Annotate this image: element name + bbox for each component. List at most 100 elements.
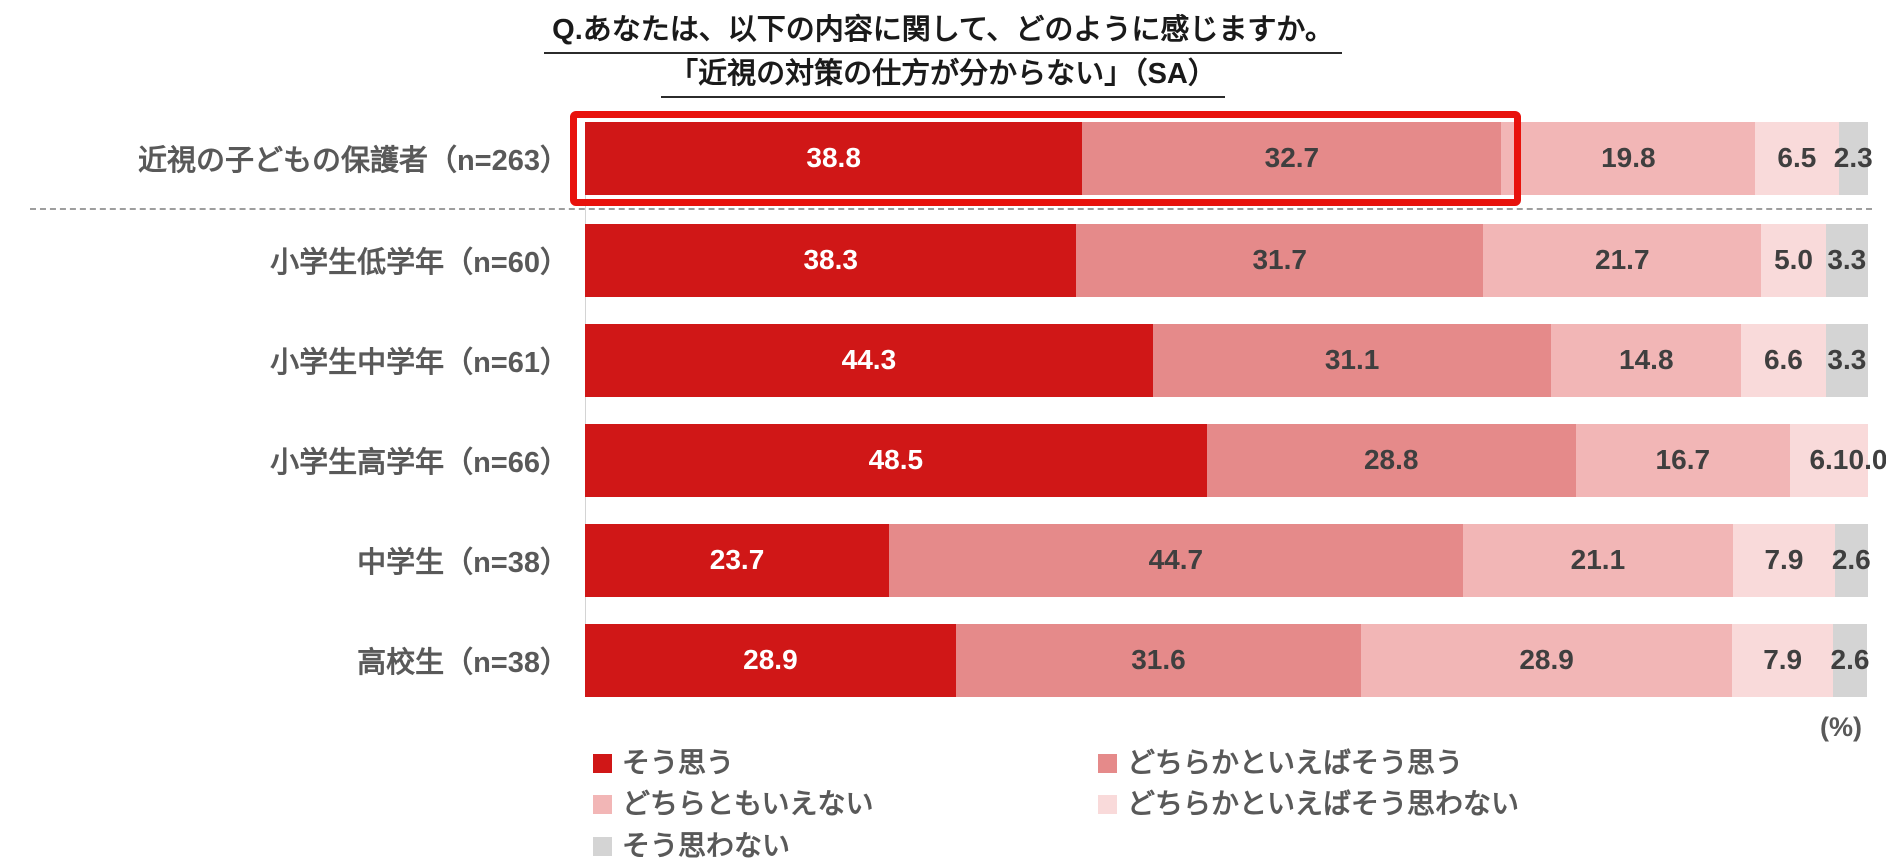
bar-segment: 31.6: [955, 623, 1362, 697]
bar-segment: 3.3: [1825, 223, 1868, 297]
bar-segment: 2.6: [1831, 523, 1871, 597]
bar-segment: 2.6: [1831, 623, 1869, 697]
value-label: 16.7: [1655, 444, 1711, 476]
chart-legend: そう思う どちらかといえばそう思う どちらともいえない どちらかといえばそう思わないそ…: [593, 745, 1886, 864]
bar-segment: 21.1: [1462, 523, 1734, 597]
stacked-bar: 28.9 31.6 28.9 7.9 2.6: [585, 623, 1869, 697]
value-label: 23.7: [709, 544, 765, 576]
value-label: 44.3: [841, 344, 897, 376]
value-label: 6.5: [1777, 142, 1817, 174]
chart-row: 近視の子どもの保護者（n=263） 38.8 32.7 19.8 6.5 2.3: [0, 108, 1886, 208]
value-label: 5.0: [1774, 244, 1814, 276]
category-label: 小学生高学年（n=66）: [270, 447, 569, 480]
legend-item: どちらかといえばそう思う: [1098, 745, 1886, 781]
stacked-bar-chart: 近視の子どもの保護者（n=263） 38.8 32.7 19.8 6.5 2.3 小学生低学…: [0, 108, 1886, 710]
bar-wrap: 48.5 28.8 16.7 6.1 0.0: [585, 423, 1886, 497]
legend-item: そう思う: [593, 745, 1098, 781]
bar-segment: 5.0: [1761, 223, 1826, 297]
y-axis-line: [585, 122, 586, 697]
legend-swatch-icon: [593, 836, 612, 856]
chart-row: 小学生低学年（n=60） 38.3 31.7 21.7 5.0 3.3: [0, 210, 1886, 310]
bar-wrap: 28.9 31.6 28.9 7.9 2.6: [585, 623, 1869, 697]
bar-segment: 23.7: [585, 523, 890, 597]
value-label: 6.6: [1763, 344, 1803, 376]
legend-swatch-icon: [1098, 753, 1117, 773]
value-label: 7.9: [1764, 544, 1804, 576]
chart-title: Q.あなたは、以下の内容に関して、どのように感じますか。 「近視の対策の仕方が分…: [0, 0, 1886, 99]
category-label: 近視の子どもの保護者（n=263）: [137, 145, 569, 178]
bar-segment: 48.5: [585, 423, 1207, 497]
value-label: 32.7: [1264, 142, 1320, 174]
legend-item: どちらともいえない: [593, 786, 1098, 822]
chart-title-line2: 「近視の対策の仕方が分からない」（SA）: [661, 54, 1225, 99]
bar-segment: 31.7: [1076, 223, 1484, 297]
value-label: 21.1: [1570, 544, 1626, 576]
chart-row: 小学生高学年（n=66） 48.5 28.8 16.7 6.1 0.0: [0, 410, 1886, 510]
bar-wrap: 44.3 31.1 14.8 6.6 3.3: [585, 323, 1868, 397]
legend-swatch-icon: [1098, 795, 1117, 815]
chart-row: 小学生中学年（n=61） 44.3 31.1 14.8 6.6 3.3: [0, 310, 1886, 410]
value-label: 38.8: [806, 142, 861, 174]
bar-segment: 32.7: [1082, 121, 1502, 195]
bar-segment: 7.9: [1731, 623, 1834, 697]
chart-row: 中学生（n=38） 23.7 44.7 21.1 7.9 2.6: [0, 510, 1886, 610]
stacked-bar: 48.5 28.8 16.7 6.1 0.0: [585, 423, 1886, 497]
stacked-bar: 38.8 32.7 19.8 6.5 2.3: [585, 121, 1873, 195]
bar-segment: 6.1: [1789, 423, 1868, 497]
legend-label: どちらかといえばそう思う: [1127, 747, 1464, 779]
bar-segment: 44.3: [585, 323, 1153, 397]
bar-segment: 28.9: [585, 623, 956, 697]
legend-item: そう思わない: [593, 828, 1098, 864]
bar-segment: 3.3: [1825, 323, 1868, 397]
stacked-bar: 38.3 31.7 21.7 5.0 3.3: [585, 223, 1868, 297]
bar-segment: 28.9: [1361, 623, 1732, 697]
bar-segment: 6.6: [1741, 323, 1826, 397]
legend-item: どちらかといえばそう思わない: [1098, 786, 1886, 822]
value-label: 7.9: [1763, 644, 1803, 676]
value-label: 0.0: [1848, 444, 1886, 476]
value-label: 21.7: [1595, 244, 1650, 276]
bar-segment: 16.7: [1575, 423, 1790, 497]
legend-swatch-icon: [593, 753, 612, 773]
value-label: 6.1: [1809, 444, 1849, 476]
unit-label: (%): [1820, 712, 1862, 743]
legend-swatch-icon: [593, 795, 612, 815]
bar-segment: 7.9: [1733, 523, 1835, 597]
bar-segment: 21.7: [1483, 223, 1762, 297]
bar-segment: 44.7: [889, 523, 1463, 597]
category-label: 高校生（n=38）: [357, 647, 569, 680]
value-label: 28.9: [1519, 644, 1574, 676]
chart-title-line1: Q.あなたは、以下の内容に関して、どのように感じますか。: [544, 10, 1342, 55]
value-label: 28.9: [743, 644, 798, 676]
bar-wrap: 38.3 31.7 21.7 5.0 3.3: [585, 223, 1868, 297]
value-label: 3.3: [1827, 244, 1867, 276]
value-label: 31.7: [1252, 244, 1307, 276]
bar-segment: 2.3: [1834, 121, 1873, 195]
bar-segment: 28.8: [1206, 423, 1576, 497]
bar-segment: 38.8: [585, 121, 1083, 195]
value-label: 38.3: [803, 244, 858, 276]
bar-segment: 19.8: [1501, 121, 1756, 195]
bar-segment: 38.3: [585, 223, 1077, 297]
legend-label: どちらかといえばそう思わない: [1127, 788, 1520, 820]
value-label: 2.6: [1831, 544, 1871, 576]
bar-segment: 6.5: [1755, 121, 1839, 195]
category-label: 小学生中学年（n=61）: [270, 347, 569, 380]
value-label: 14.8: [1619, 344, 1674, 376]
value-label: 3.3: [1827, 344, 1867, 376]
value-label: 44.7: [1148, 544, 1204, 576]
category-label: 中学生（n=38）: [357, 547, 569, 580]
legend-label: そう思う: [622, 747, 735, 779]
category-label: 小学生低学年（n=60）: [270, 247, 569, 280]
chart-row: 高校生（n=38） 28.9 31.6 28.9 7.9 2.6: [0, 610, 1886, 710]
bar-wrap: 23.7 44.7 21.1 7.9 2.6: [585, 523, 1871, 597]
legend-label: そう思わない: [622, 829, 791, 861]
bar-segment: 31.1: [1152, 323, 1552, 397]
bar-wrap: 38.8 32.7 19.8 6.5 2.3: [570, 110, 1873, 206]
value-label: 19.8: [1601, 142, 1656, 174]
value-label: 31.1: [1324, 344, 1380, 376]
stacked-bar: 44.3 31.1 14.8 6.6 3.3: [585, 323, 1868, 397]
stacked-bar: 23.7 44.7 21.1 7.9 2.6: [585, 523, 1871, 597]
value-label: 48.5: [868, 444, 924, 476]
